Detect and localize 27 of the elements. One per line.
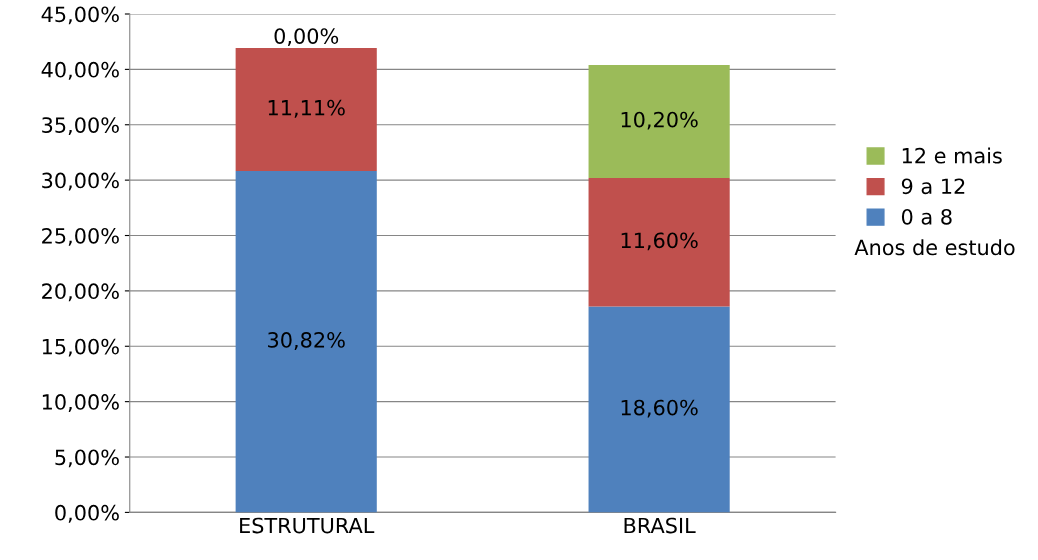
bar: [235, 48, 377, 172]
data-label: 0,00%: [274, 28, 339, 47]
y-tick-label: 20,00%: [42, 283, 119, 302]
y-tick-label: 15,00%: [42, 338, 119, 357]
bar: [588, 177, 730, 307]
data-label: 10,20%: [621, 111, 698, 130]
y-tick-label: 40,00%: [41, 61, 119, 80]
bar: [588, 64, 730, 178]
x-tick-label: BRASIL: [624, 517, 696, 534]
data-label: 18,60%: [621, 399, 698, 418]
data-label: 30,82%: [268, 332, 345, 350]
legend-label: 0 a 8: [901, 208, 952, 225]
y-tick-label: 10,00%: [42, 394, 119, 412]
y-tick-label: 45,00%: [41, 6, 119, 25]
y-tick-label: 25,00%: [42, 227, 119, 246]
legend-label: 9 a 12: [901, 178, 965, 195]
legend-label: 12 e mais: [902, 147, 1002, 164]
data-label: 11,60%: [621, 232, 698, 251]
y-tick-label: 35,00%: [42, 117, 119, 136]
y-tick-label: 30,00%: [42, 172, 119, 191]
x-tick-label: ESTRUTURAL: [240, 517, 375, 534]
y-tick-label: 0,00%: [55, 504, 119, 523]
data-label: 11,11%: [268, 99, 345, 118]
legend-title: Anos de estudo: [854, 239, 1015, 256]
bar: [235, 171, 377, 513]
bar: [588, 306, 730, 513]
y-tick-label: 5,00%: [55, 449, 119, 468]
